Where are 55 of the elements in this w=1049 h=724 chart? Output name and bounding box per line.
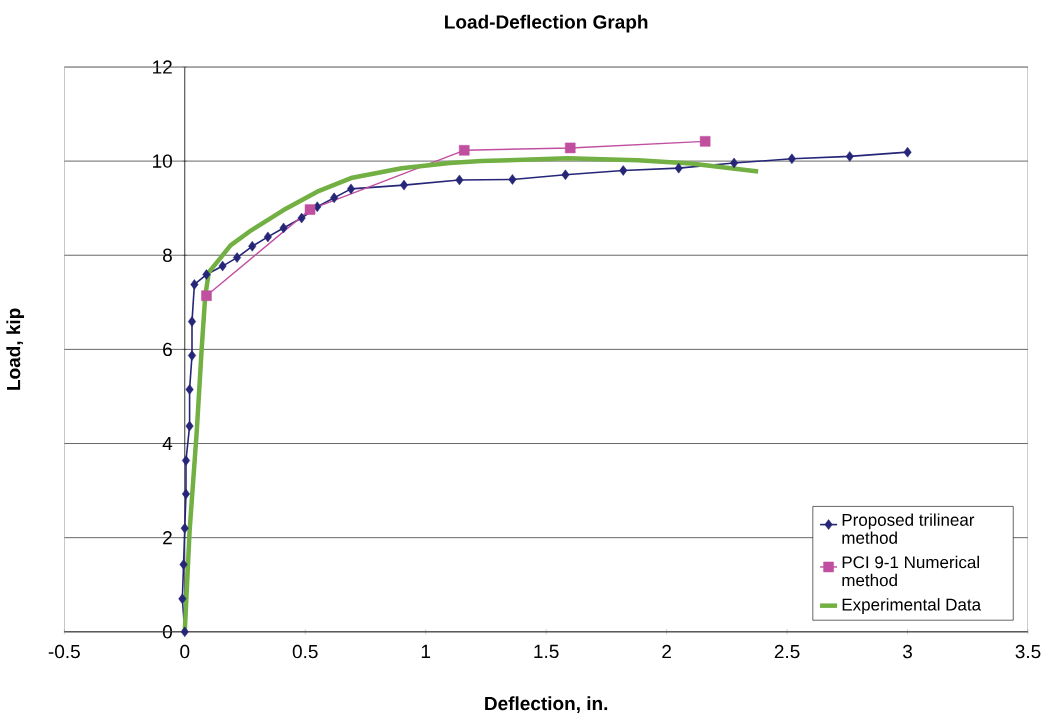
point [787, 153, 796, 165]
point [619, 165, 628, 176]
legend-label: PCI 9-1 Numerical method [842, 555, 979, 587]
point [188, 316, 196, 327]
x-tick-label: 1 [421, 644, 431, 658]
point [674, 163, 683, 174]
y-tick-label: 10 [153, 154, 172, 168]
point [218, 260, 227, 272]
point [304, 204, 316, 215]
point [330, 192, 339, 204]
point [178, 593, 187, 605]
x-tick-label: 1.5 [534, 644, 559, 659]
point [565, 142, 576, 154]
point [185, 420, 194, 432]
point [190, 279, 199, 290]
y-tick-label: 2 [163, 531, 172, 545]
y-tick-label: 6 [163, 342, 172, 357]
x-tick-label: 2.5 [774, 644, 800, 659]
point [188, 350, 196, 361]
point [561, 169, 570, 181]
point [508, 174, 517, 185]
point [845, 151, 854, 162]
point [179, 559, 188, 570]
y-axis-title: Load, kip [6, 308, 25, 390]
point [699, 136, 711, 147]
point [181, 455, 190, 466]
x-tick-label: 0.5 [292, 644, 318, 659]
point [400, 179, 409, 191]
x-axis-title: Deflection, in. [485, 696, 608, 714]
point [201, 290, 212, 302]
point [903, 147, 912, 158]
point [279, 222, 288, 234]
point [202, 269, 211, 280]
point [181, 488, 190, 500]
point [185, 384, 194, 395]
legend-label: Proposed trilinear method [842, 513, 975, 544]
point [455, 174, 464, 186]
x-tick-label: 0 [180, 644, 190, 659]
point [248, 241, 257, 252]
y-tick-label: 12 [153, 60, 172, 74]
x-tick-label: 3 [902, 644, 912, 659]
y-tick-label: 8 [163, 248, 172, 263]
point [458, 145, 470, 156]
point [180, 626, 189, 638]
point [347, 183, 356, 195]
x-tick-label: 2 [662, 644, 671, 659]
point [263, 231, 272, 243]
point [233, 252, 242, 263]
point [180, 523, 189, 534]
point [297, 212, 306, 224]
x-tick-label: 3.5 [1015, 644, 1041, 659]
point [730, 157, 739, 169]
chart-title: Load-Deflection Graph [445, 14, 648, 33]
legend-label: Experimental Data [842, 598, 982, 615]
x-tick-label: -0.5 [48, 644, 80, 659]
